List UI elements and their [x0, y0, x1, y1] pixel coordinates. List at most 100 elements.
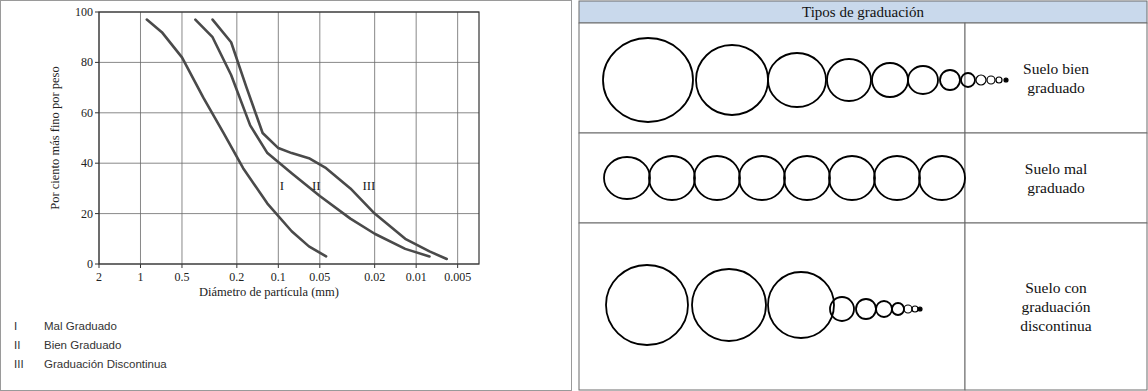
legend-entry: Mal Graduado — [44, 320, 117, 332]
x-tick-label: 0.1 — [271, 270, 286, 284]
x-tick-label: 0.01 — [406, 270, 427, 284]
x-tick-label: 0.02 — [364, 270, 385, 284]
particle — [892, 303, 904, 315]
particle — [768, 53, 826, 107]
x-tick — [236, 264, 237, 268]
legend-entry: Bien Graduado — [44, 339, 121, 351]
x-tick — [374, 264, 375, 268]
poorly-graded-particles — [604, 156, 965, 200]
y-grid-line — [99, 163, 479, 164]
particle — [996, 77, 1002, 83]
row-label: Suelo mal — [1025, 160, 1087, 177]
chart-panel — [1, 1, 572, 391]
particle — [856, 299, 876, 319]
curve-label: III — [362, 178, 375, 193]
x-tick-label: 1 — [137, 270, 143, 284]
x-tick — [457, 264, 458, 268]
particle — [829, 156, 875, 200]
series-group — [147, 20, 447, 259]
y-grid-line — [99, 112, 479, 113]
x-tick-label: 0.5 — [174, 270, 189, 284]
x-tick — [99, 264, 100, 268]
particle — [696, 45, 768, 115]
particle — [784, 156, 830, 200]
x-grid-line — [457, 12, 458, 264]
particle — [692, 269, 766, 341]
x-tick — [181, 264, 182, 268]
row-label: graduado — [1027, 179, 1085, 196]
grid — [95, 12, 479, 268]
particle — [606, 265, 688, 345]
legend: IMal GraduadoIIBien GraduadoIIIGraduació… — [14, 320, 167, 370]
particle — [940, 70, 960, 90]
row-label: discontinua — [1020, 317, 1092, 334]
gap-graded-particles — [606, 265, 922, 345]
particle — [768, 272, 834, 338]
x-tick — [278, 264, 279, 268]
curve-label: II — [312, 178, 321, 193]
y-axis-label: Por ciento más fino por peso — [48, 66, 62, 209]
x-grid-line — [181, 12, 182, 264]
x-grid-line — [319, 12, 320, 264]
y-tick-label: 20 — [81, 207, 93, 221]
particle — [908, 66, 938, 94]
particle — [827, 59, 871, 101]
particle — [604, 157, 650, 199]
particle — [1004, 78, 1008, 82]
x-grid-line — [374, 12, 375, 264]
particle — [904, 305, 912, 313]
x-grid-line — [416, 12, 417, 264]
well-graded-particles — [603, 38, 1008, 122]
particle — [874, 156, 920, 200]
y-grid-line — [99, 213, 479, 214]
row-label: graduado — [1027, 79, 1085, 96]
x-tick — [319, 264, 320, 268]
particle — [976, 75, 986, 85]
legend-key: II — [14, 339, 20, 351]
x-grid-line — [140, 12, 141, 264]
particle — [872, 63, 908, 97]
curve-label: I — [280, 178, 284, 193]
x-grid-line — [236, 12, 237, 264]
plot-frame — [99, 12, 479, 264]
drawing-cell — [579, 133, 965, 223]
particle — [919, 156, 965, 200]
x-tick-label: 0.005 — [444, 270, 471, 284]
particle — [603, 38, 693, 122]
x-axis-label: Diámetro de partícula (mm) — [199, 285, 339, 299]
graduation-table: Tipos de graduación Suelo bien graduado Sue… — [579, 1, 1147, 390]
row-label: graduación — [1022, 298, 1091, 315]
particle — [961, 73, 975, 87]
particle — [694, 156, 740, 200]
particle — [987, 76, 995, 84]
particle — [739, 156, 785, 200]
legend-key: III — [14, 358, 24, 370]
y-tick-label: 60 — [81, 106, 93, 120]
y-tick-label: 100 — [75, 5, 93, 19]
y-tick-label: 40 — [81, 156, 93, 170]
y-tick-label: 80 — [81, 55, 93, 69]
row-label: Suelo con — [1025, 279, 1087, 296]
label-cell — [965, 133, 1147, 223]
x-tick-label: 0.05 — [309, 270, 330, 284]
page: 2 1 0.5 0.2 0.1 0.05 0.02 0.01 0.005 0 20 40 60 80 100… — [0, 0, 1148, 391]
x-grid-line — [278, 12, 279, 264]
y-tick-label: 0 — [87, 257, 93, 271]
particle — [649, 156, 695, 200]
particle — [876, 301, 892, 317]
legend-key: I — [14, 320, 17, 332]
table-header: Tipos de graduación — [802, 4, 924, 20]
y-grid-line — [99, 62, 479, 63]
particle — [830, 297, 854, 321]
x-tick — [140, 264, 141, 268]
x-tick-label: 2 — [96, 270, 102, 284]
label-cell — [965, 223, 1147, 390]
row-label: Suelo bien — [1023, 60, 1089, 77]
drawing-cell — [579, 223, 965, 390]
x-tick — [416, 264, 417, 268]
table-header-cell — [579, 1, 1147, 23]
label-cell — [965, 23, 1147, 133]
drawing-cell — [579, 23, 965, 133]
x-tick-label: 0.2 — [229, 270, 244, 284]
figure: 2 1 0.5 0.2 0.1 0.05 0.02 0.01 0.005 0 20 40 60 80 100… — [0, 0, 1148, 391]
